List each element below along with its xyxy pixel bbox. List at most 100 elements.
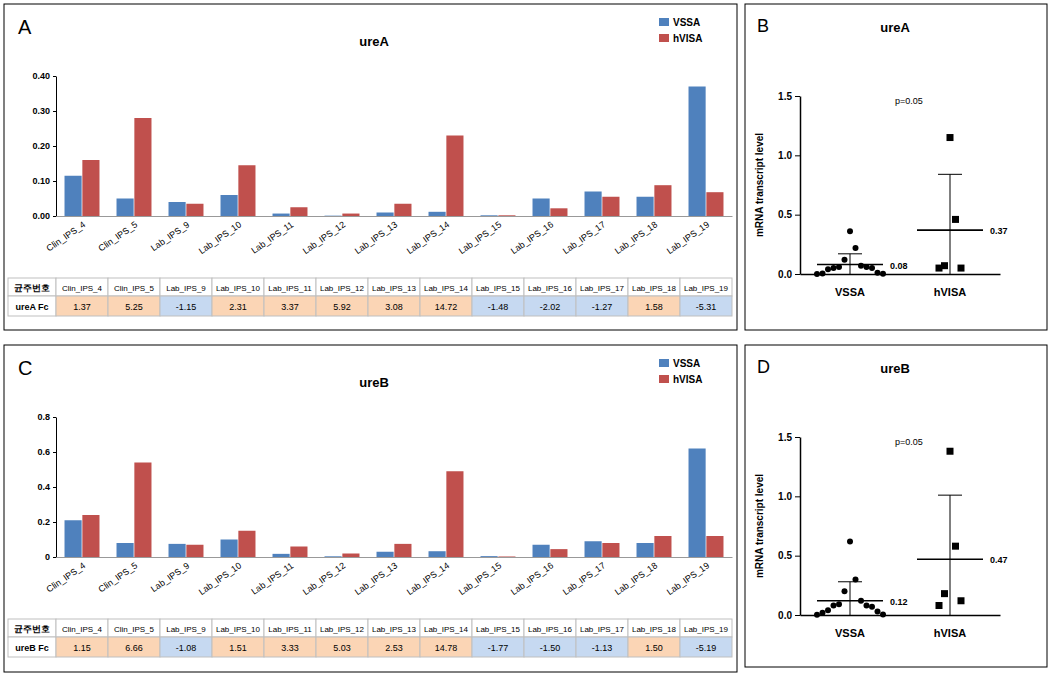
x-tick-label: Lab_IPS_19 [665, 219, 711, 256]
y-tick-label: 0.5 [778, 550, 792, 561]
y-axis-line [56, 418, 57, 558]
table-value-cell [680, 637, 732, 657]
bar [325, 215, 342, 216]
x-tick: hVISA [934, 274, 966, 298]
legend-label: hVISA [673, 374, 702, 385]
table-cell [628, 619, 680, 637]
y-axis-line [800, 97, 802, 275]
point [836, 264, 842, 270]
y-tick-label: 0.00 [32, 211, 50, 221]
bar [65, 520, 82, 557]
y-tick: 0.00 [32, 211, 56, 221]
points [814, 448, 965, 618]
bar [117, 199, 134, 217]
bar [602, 197, 619, 216]
table-cell [524, 278, 576, 296]
table-value: -5.19 [696, 643, 717, 653]
panel-letter: A [18, 16, 32, 38]
table-cell [212, 278, 264, 296]
x-tick-label: Clin_IPS_4 [45, 219, 88, 253]
table-column-label: Lab_IPS_18 [632, 284, 677, 293]
plot-background [56, 76, 732, 216]
x-tick-label: VSSA [835, 627, 865, 639]
y-tick: 0.4 [37, 482, 56, 492]
x-tick: VSSA [835, 615, 865, 639]
table-value-cell [576, 296, 628, 316]
table-value-cell [628, 296, 680, 316]
point [842, 257, 848, 263]
table-column-label: Lab_IPS_17 [580, 284, 625, 293]
legend-swatch [659, 359, 669, 367]
table-column-label: Lab_IPS_16 [528, 284, 573, 293]
panel-frame [4, 345, 737, 672]
mean-label: 0.47 [990, 555, 1008, 565]
x-tick-label: Clin_IPS_5 [97, 219, 140, 253]
table-value-cell [56, 296, 108, 316]
panel: AureAVSSAhVISA0.000.100.200.300.40Clin_I… [4, 4, 737, 330]
bar [394, 204, 411, 216]
bar [377, 213, 394, 217]
table-column-label: Lab_IPS_11 [268, 284, 312, 293]
x-tick-label: Lab_IPS_10 [197, 560, 243, 597]
table-value-cell [628, 637, 680, 657]
y-tick-mark [795, 437, 800, 438]
y-axis: 0.00.51.01.5 [778, 432, 800, 621]
summary-lines [817, 495, 983, 615]
table-cell [680, 619, 732, 637]
table-value-cell [264, 296, 316, 316]
legend-swatch [659, 375, 669, 383]
panel: BureA0.080.370.00.51.01.5VSSAhVISAmRNA t… [745, 4, 1047, 330]
table-cell [264, 278, 316, 296]
bar [585, 192, 602, 217]
y-tick-mark [53, 181, 56, 182]
x-tick-label: Lab_IPS_12 [301, 219, 347, 256]
y-tick: 1.0 [778, 150, 800, 161]
point [836, 601, 842, 607]
legend-label: VSSA [673, 358, 700, 369]
chart-title: ureB [359, 375, 389, 390]
x-tick: Lab_IPS_19 [665, 557, 711, 597]
x-tick: Lab_IPS_9 [149, 216, 191, 253]
x-tick: Lab_IPS_17 [561, 216, 607, 256]
point [869, 265, 875, 271]
x-tick-label: Lab_IPS_15 [457, 219, 503, 256]
bar [169, 544, 186, 557]
y-tick-label: 0.6 [37, 447, 50, 457]
point [869, 604, 875, 610]
table-value-cell [160, 296, 212, 316]
bars [65, 449, 724, 558]
point [847, 538, 853, 544]
bar [446, 471, 463, 557]
y-tick: 0.20 [32, 141, 56, 151]
table-cell [56, 278, 108, 296]
y-tick-label: 0.10 [32, 176, 50, 186]
x-axis-line [57, 216, 733, 217]
table-row-label: ureB Fc [15, 643, 49, 653]
y-tick: 1.5 [778, 91, 800, 102]
bar [221, 540, 238, 558]
bar [134, 463, 151, 558]
table-cell [316, 619, 368, 637]
error-bar [950, 174, 951, 274]
bar [654, 536, 671, 557]
table-value: -1.48 [488, 302, 509, 312]
y-tick: 0.5 [778, 550, 800, 561]
table-value: 6.66 [125, 643, 143, 653]
x-tick-label: Clin_IPS_4 [45, 560, 88, 594]
table-cell [8, 619, 56, 637]
panel-frame [745, 345, 1047, 667]
y-tick: 0.5 [778, 209, 800, 220]
legend-swatch [659, 18, 669, 26]
bar [498, 556, 515, 557]
bar [342, 214, 359, 216]
table-column-label: Lab_IPS_12 [320, 625, 365, 634]
y-tick-mark [53, 146, 56, 147]
x-axis-line [801, 274, 1001, 276]
bar [65, 176, 82, 216]
point [958, 597, 965, 604]
error-cap [938, 495, 962, 496]
y-axis-title: mRNA transcript level [754, 133, 765, 237]
table-cell [160, 278, 212, 296]
point [825, 266, 831, 272]
x-axis-line [801, 615, 1001, 617]
